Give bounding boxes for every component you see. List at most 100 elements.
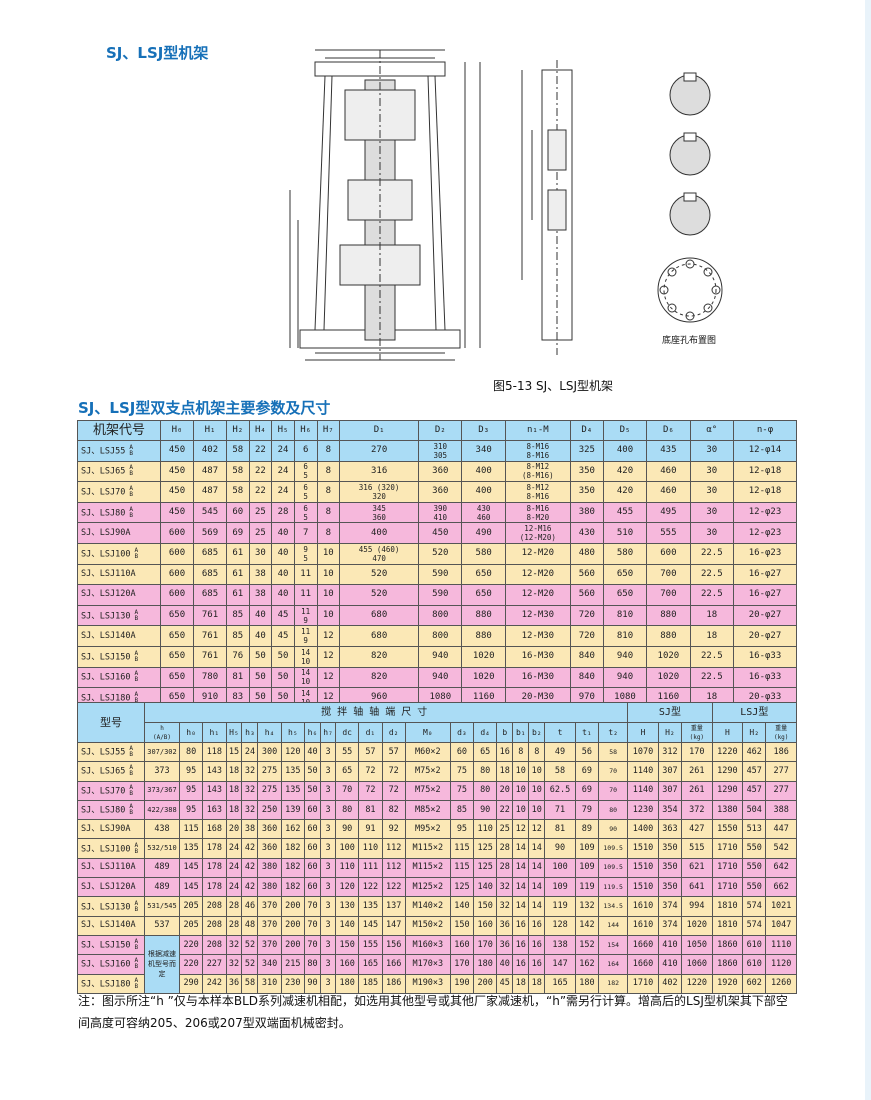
table-cell: 810: [602, 625, 648, 647]
frame-section-view: [289, 49, 481, 361]
table-cell: 489: [144, 857, 180, 879]
model-name: SJ、LSJ70: [81, 487, 126, 498]
table-cell: 457: [742, 761, 767, 782]
table-cell: 340: [257, 954, 282, 975]
table-cell: 1110: [765, 934, 797, 956]
table-cell: 6 5: [293, 481, 318, 503]
table-cell: 70: [303, 896, 321, 917]
table-cell: 14: [528, 838, 546, 859]
table-cell: 152: [574, 934, 600, 956]
table-cell: 60: [303, 857, 321, 879]
table-cell: 154: [598, 934, 629, 956]
model-name: SJ、LSJ65: [81, 766, 126, 777]
table-cell: 390 410: [418, 501, 463, 524]
table-cell: 374: [657, 915, 683, 936]
ab-variant-mark: A B: [134, 899, 139, 913]
table-cell: 685: [193, 563, 227, 586]
table-cell: 50: [248, 666, 273, 689]
table-cell: 380: [257, 877, 282, 898]
column-header: H₂: [742, 722, 767, 743]
table-cell: 125: [473, 838, 498, 859]
table-cell: 11: [293, 563, 318, 586]
table-cell: 200: [280, 915, 305, 936]
table-cell: 460: [646, 481, 691, 503]
table-cell: 11 9: [293, 625, 318, 647]
column-header: 重量 (kg): [765, 722, 797, 743]
table-cell: 435: [646, 440, 691, 462]
table-row: SJ、LSJ110A 600 685 61 38 40 11 10 520 590 650 12-M2…: [77, 563, 797, 586]
table-cell: 3: [319, 799, 337, 821]
table-cell: 16: [528, 915, 546, 936]
table-cell: 316: [339, 460, 420, 483]
table-cell: 80: [473, 761, 498, 782]
table-cell: 545: [193, 501, 227, 524]
group-header-row: 型号搅 拌 轴 轴 端 尺 寸 SJ型 LSJ型: [77, 702, 798, 743]
table-row: SJ、LSJ110A 489 145 178 24 42 380 182 60 3 110 111 11…: [77, 857, 797, 879]
table-cell: 1260: [765, 973, 797, 994]
table-cell: M60×2: [404, 741, 451, 763]
table-cell: 20: [225, 819, 243, 840]
column-header: dc: [335, 722, 360, 743]
table-cell: M75×2: [404, 761, 451, 782]
table-cell: 610: [742, 954, 767, 975]
table-row: SJ、LSJ80 A B 422/388 95 163 18 32 250 139 60 3 80 81…: [77, 799, 797, 821]
table-cell: 495: [646, 501, 691, 524]
table-cell: 1710: [711, 838, 744, 859]
table-cell: 115: [178, 819, 204, 840]
table-row: SJ、LSJ120A 489 145 178 24 42 380 182 60 3 120 122 12…: [77, 877, 797, 898]
table-cell: 170: [449, 954, 475, 975]
column-header: H₅: [271, 420, 295, 441]
table-cell: 300: [257, 741, 282, 763]
model-cell: SJ、LSJ180 A B: [77, 973, 145, 994]
table-cell: 12-M16 (12-M20): [504, 522, 571, 544]
table-cell: 532/510: [144, 838, 180, 859]
table-cell: 42: [241, 877, 259, 898]
table-cell: 1047: [765, 915, 797, 936]
table-cell: 277: [765, 780, 797, 801]
table-cell: 1380: [711, 799, 744, 821]
table-cell: 10: [316, 584, 341, 606]
table-cell: 780: [193, 666, 227, 689]
table-cell: 580: [602, 542, 648, 565]
ab-variant-mark: A B: [129, 745, 133, 759]
table-cell: 32: [241, 761, 259, 782]
table-cell: 8-M12 (8-M16): [504, 460, 571, 483]
table-row: SJ、LSJ55 A B 450 402 58 22 24 6 8 270 310 305 340 8-…: [77, 440, 797, 462]
table-cell: 40: [271, 563, 295, 586]
table-cell: 316 (320) 320: [339, 481, 420, 503]
table-cell: 641: [681, 877, 713, 898]
table-cell: 12-M20: [504, 542, 571, 565]
table-cell: 156: [381, 934, 406, 956]
table-cell: 1230: [627, 799, 659, 821]
table-cell: 520: [418, 542, 463, 565]
table-cell: 307: [657, 761, 683, 782]
table-cell: 10: [528, 799, 546, 821]
table-cell: 160: [449, 934, 475, 956]
ab-variant-mark: A B: [134, 608, 139, 622]
table-cell: 60: [303, 819, 321, 840]
table-cell: 8: [528, 741, 546, 763]
shaft-end-group-header: 搅 拌 轴 轴 端 尺 寸: [143, 702, 629, 723]
table-cell: 363: [657, 819, 683, 840]
table-cell: 52: [241, 934, 259, 956]
column-header: D₂: [418, 420, 463, 441]
table-cell: 30: [689, 481, 735, 503]
table-cell: 170: [473, 934, 498, 956]
column-header: h (A/B): [144, 722, 180, 743]
table-cell: 110: [473, 819, 498, 840]
table-cell: 42: [241, 838, 259, 859]
table-cell: 14: [528, 877, 546, 898]
table-cell: 18: [689, 625, 735, 647]
table-cell: 24: [271, 440, 295, 462]
table-cell: 186: [765, 741, 797, 763]
model-name: SJ、LSJ100: [81, 549, 131, 560]
table-cell: 140: [449, 896, 475, 917]
table-cell: 170: [681, 741, 713, 763]
table-cell: 940: [418, 666, 463, 689]
table-cell: 275: [257, 761, 282, 782]
table-cell: 462: [742, 741, 767, 763]
table-cell: 388: [765, 799, 797, 821]
column-header: M₀: [404, 722, 451, 743]
table-cell: 165: [358, 954, 383, 975]
table-cell: 40: [303, 741, 321, 763]
